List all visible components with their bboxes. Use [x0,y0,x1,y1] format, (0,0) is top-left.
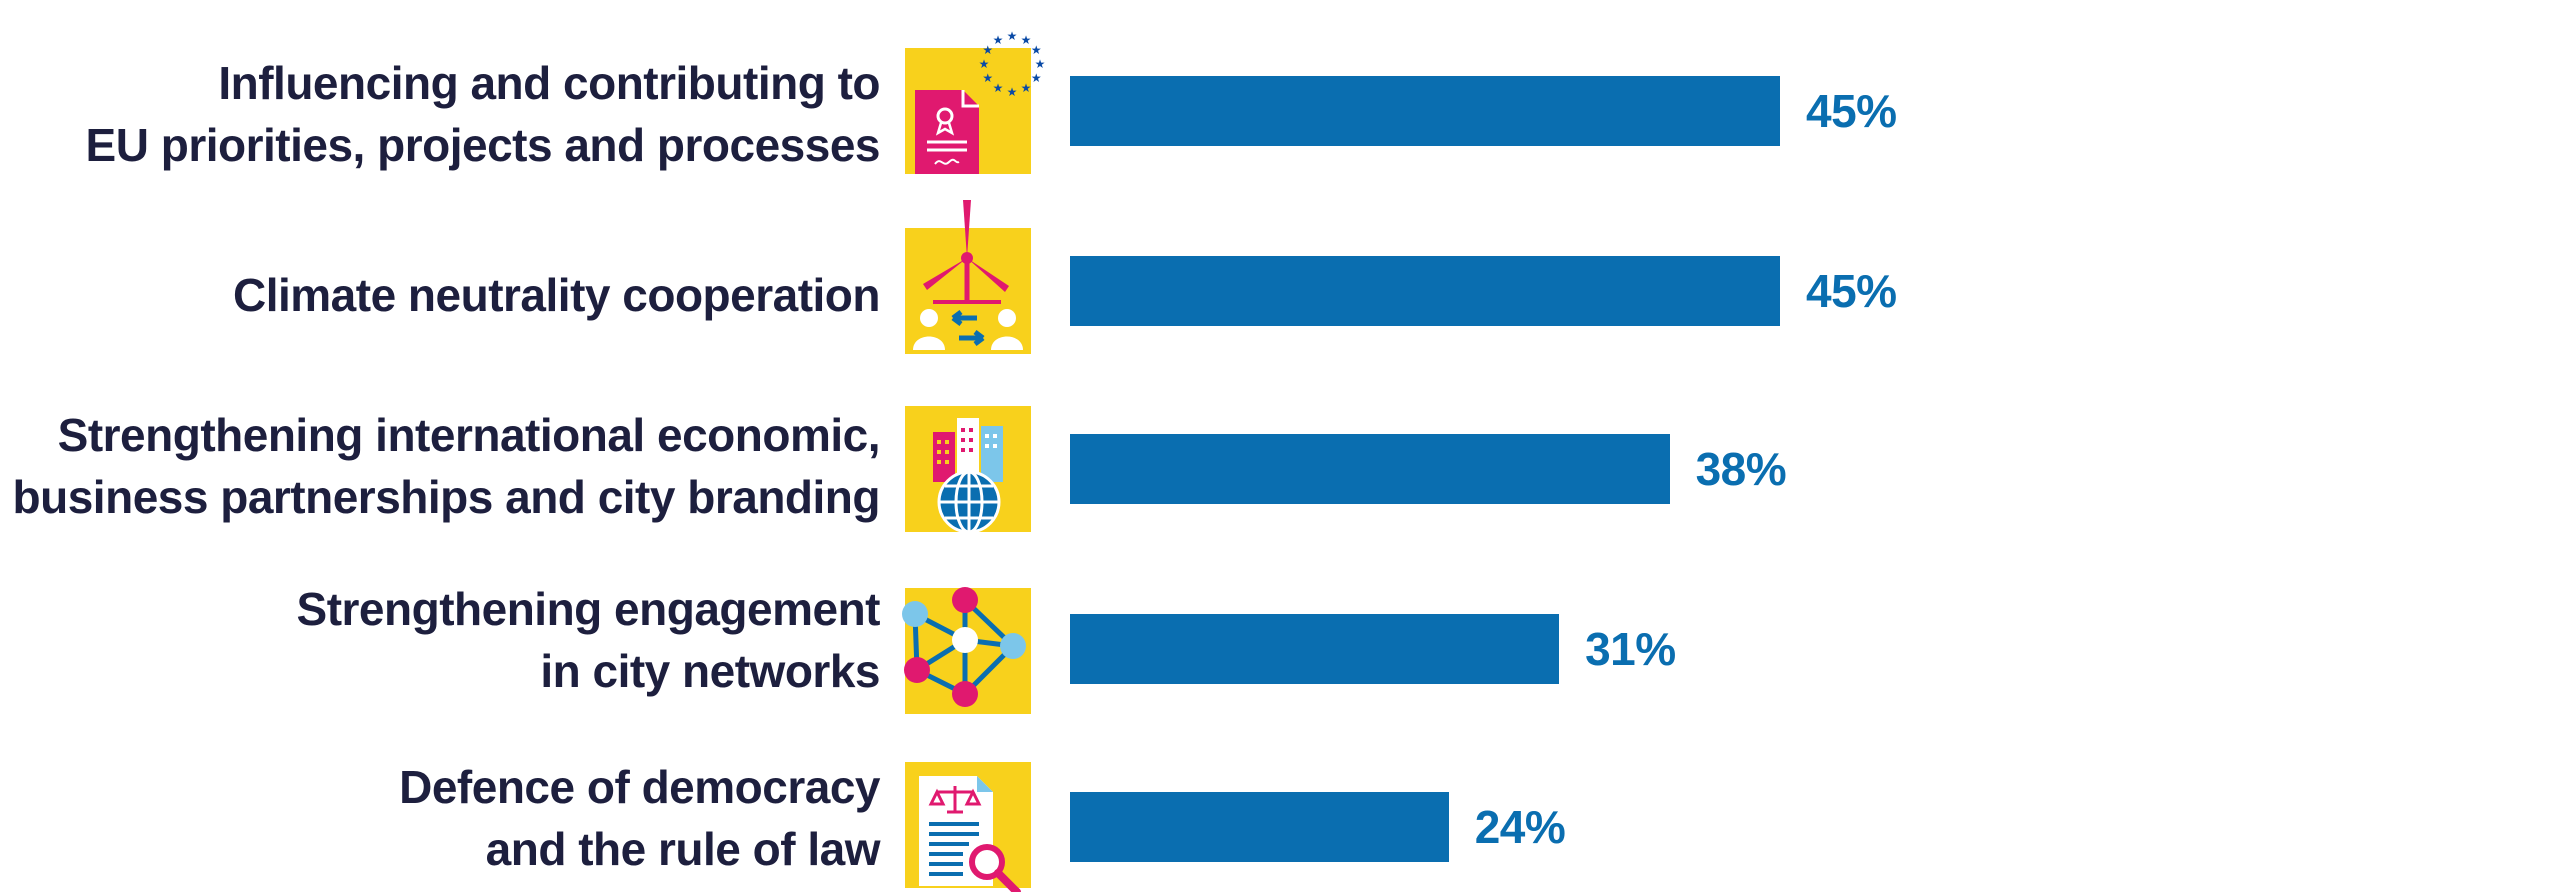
bar [1070,614,1560,684]
eu-star-icon: ★ [979,57,990,71]
category-label-line: in city networks [540,645,880,697]
value-label: 45% [1806,265,1897,317]
bar [1070,792,1449,862]
eu-star-icon: ★ [1035,57,1046,71]
eu-star-icon: ★ [1007,85,1018,99]
eu-star-icon: ★ [1007,29,1018,43]
value-label: 38% [1695,443,1787,495]
category-label-line: and the rule of law [485,823,881,875]
eu-star-icon: ★ [1031,43,1042,57]
category-label-line: Strengthening engagement [296,583,881,635]
bar [1070,76,1780,146]
eu-star-icon: ★ [993,33,1004,47]
bar [1070,434,1670,504]
category-label-line: business partnerships and city branding [12,471,881,523]
value-label: 45% [1806,85,1897,137]
value-label: 24% [1474,801,1566,853]
eu-star-icon: ★ [982,43,993,57]
eu-star-icon: ★ [1021,81,1032,95]
law-document-search-icon [905,762,1031,892]
category-label: Strengthening international economic, bu… [0,404,881,528]
eu-star-icon: ★ [982,71,993,85]
category-label-line: Climate neutrality cooperation [232,269,881,321]
eu-document-icon: ★ ★ ★ ★ ★ ★ ★ ★ ★ ★ ★ ★ [905,29,1045,174]
category-label-line: Influencing and contributing to [218,57,880,109]
value-label: 31% [1585,623,1676,675]
wind-turbine-cooperation-icon [905,200,1031,354]
category-label: Influencing and contributing to EU prior… [0,52,881,176]
network-icon [902,587,1031,714]
category-label: Defence of democracy and the rule of law [0,756,880,880]
category-label: Strengthening engagement in city network… [0,578,881,702]
eu-star-icon: ★ [993,81,1004,95]
category-label-line: EU priorities, projects and processes [85,119,881,171]
category-label-line: Strengthening international economic, [57,409,881,461]
category-label: Climate neutrality cooperation [0,264,881,326]
category-label-line: Defence of democracy [399,761,880,813]
bar [1070,256,1780,326]
eu-star-icon: ★ [1031,71,1042,85]
city-globe-icon [905,406,1031,534]
eu-star-icon: ★ [1021,33,1032,47]
